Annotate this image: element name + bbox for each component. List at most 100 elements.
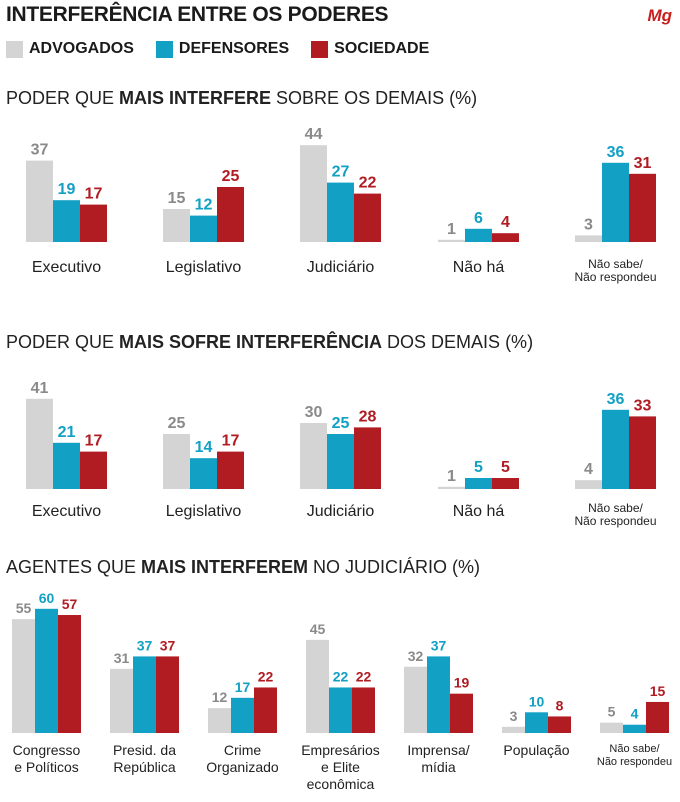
category-label-3-3: Crime Organizado <box>206 742 279 775</box>
value-label-advogados-3-3: 12 <box>212 689 228 705</box>
bar-chart-3: 55 60 57 Congresso e Políticos 31 37 37 Presid. … <box>12 590 672 792</box>
bar-defensores-2-3 <box>327 434 354 489</box>
legend-item-sociedade: SOCIEDADE <box>311 40 429 58</box>
value-label-advogados-1-5: 3 <box>584 216 593 233</box>
value-label-sociedade-3-6: 8 <box>556 697 564 713</box>
bar-advogados-3-1 <box>12 619 35 733</box>
category-label-3-6: População <box>503 742 569 758</box>
value-label-advogados-3-6: 3 <box>510 708 518 724</box>
value-label-defensores-3-1: 60 <box>39 590 55 606</box>
section-title-1: PODER QUE MAIS INTERFERE SOBRE OS DEMAIS… <box>6 88 478 108</box>
legend-item-defensores: DEFENSORES <box>155 40 289 58</box>
bar-defensores-1-5 <box>602 162 629 242</box>
value-label-defensores-1-4: 6 <box>474 210 483 227</box>
bar-sociedade-1-3 <box>354 193 381 242</box>
bar-advogados-1-4 <box>438 239 465 242</box>
value-label-advogados-2-3: 30 <box>305 404 323 421</box>
legend: ADVOGADOS DEFENSORES SOCIEDADE <box>6 40 429 58</box>
value-label-defensores-3-2: 37 <box>137 637 153 653</box>
value-label-advogados-2-2: 25 <box>168 415 186 432</box>
bar-sociedade-2-5 <box>629 416 656 489</box>
category-label-1-2: Legislativo <box>166 259 242 276</box>
bar-sociedade-3-5 <box>450 693 473 733</box>
bar-sociedade-3-4 <box>352 687 375 733</box>
bar-sociedade-3-1 <box>58 615 81 733</box>
category-label-3-1: Congresso e Políticos <box>13 742 81 775</box>
bar-sociedade-1-2 <box>217 187 244 242</box>
bar-defensores-1-2 <box>190 215 217 242</box>
bar-sociedade-3-2 <box>156 656 179 733</box>
category-label-3-4: Empresários e Elite econômica <box>301 742 380 792</box>
value-label-advogados-1-2: 15 <box>168 190 186 207</box>
bar-sociedade-1-4 <box>492 233 519 242</box>
value-label-sociedade-1-3: 22 <box>359 175 377 192</box>
value-label-sociedade-1-4: 4 <box>501 214 510 231</box>
category-label-1-4: Não há <box>453 259 505 276</box>
bar-advogados-3-5 <box>404 666 427 733</box>
value-label-advogados-3-4: 45 <box>310 621 326 637</box>
category-label-2-5: Não sabe/Não respondeu <box>574 501 656 528</box>
legend-label-sociedade: SOCIEDADE <box>334 40 430 57</box>
bar-defensores-3-1 <box>35 608 58 733</box>
section-title-3: AGENTES QUE MAIS INTERFEREM NO JUDICIÁRI… <box>6 557 481 577</box>
value-label-advogados-2-5: 4 <box>584 461 593 478</box>
value-label-sociedade-3-2: 37 <box>160 637 176 653</box>
value-label-sociedade-1-5: 31 <box>634 155 652 172</box>
value-label-advogados-1-4: 1 <box>447 221 456 238</box>
value-label-defensores-1-3: 27 <box>332 164 350 181</box>
category-label-3-7: Não sabe/Não respondeu <box>597 743 672 768</box>
bar-defensores-3-5 <box>427 656 450 733</box>
category-label-2-3: Judiciário <box>307 503 375 520</box>
bar-defensores-3-6 <box>525 712 548 733</box>
bar-defensores-2-5 <box>602 409 629 489</box>
value-label-defensores-3-6: 10 <box>529 693 545 709</box>
bar-advogados-3-2 <box>110 668 133 733</box>
value-label-advogados-3-1: 55 <box>16 600 32 616</box>
bar-advogados-2-1 <box>26 398 53 489</box>
value-label-defensores-2-2: 14 <box>195 439 213 456</box>
category-label-2-1: Executivo <box>32 503 101 520</box>
category-label-3-5: Imprensa/mídia <box>407 742 469 775</box>
bar-advogados-2-2 <box>163 434 190 489</box>
bar-defensores-1-4 <box>465 228 492 242</box>
value-label-sociedade-2-4: 5 <box>501 459 510 476</box>
category-label-2-4: Não há <box>453 503 505 520</box>
bar-defensores-2-2 <box>190 458 217 489</box>
category-label-1-5: Não sabe/Não respondeu <box>574 257 656 284</box>
bar-defensores-3-7 <box>623 724 646 733</box>
value-label-sociedade-2-1: 17 <box>85 433 103 450</box>
legend-swatch-advogados <box>6 40 23 58</box>
bar-sociedade-1-1 <box>80 204 107 242</box>
bar-sociedade-3-7 <box>646 701 669 733</box>
legend-item-advogados: ADVOGADOS <box>6 40 134 58</box>
bar-defensores-3-2 <box>133 656 156 733</box>
bar-advogados-1-2 <box>163 209 190 242</box>
bar-advogados-3-3 <box>208 708 231 733</box>
value-label-defensores-3-5: 37 <box>431 637 447 653</box>
value-label-defensores-2-4: 5 <box>474 459 483 476</box>
value-label-sociedade-1-1: 17 <box>85 186 103 203</box>
bar-advogados-1-3 <box>300 145 327 242</box>
bar-sociedade-2-2 <box>217 451 244 489</box>
legend-swatch-defensores <box>155 40 173 58</box>
bar-advogados-3-4 <box>306 639 329 733</box>
value-label-defensores-2-5: 36 <box>607 391 625 408</box>
legend-swatch-sociedade <box>311 40 329 58</box>
bar-defensores-2-4 <box>465 478 492 489</box>
value-label-defensores-1-5: 36 <box>607 144 625 161</box>
bar-defensores-3-4 <box>329 687 352 733</box>
value-label-advogados-3-2: 31 <box>114 650 130 666</box>
bar-advogados-2-4 <box>438 486 465 489</box>
bar-chart-1: 37 19 17 Executivo 15 12 25 Legislativo 44 27 22 Ju… <box>26 126 657 284</box>
value-label-defensores-2-1: 21 <box>58 424 76 441</box>
value-label-advogados-2-4: 1 <box>447 468 456 485</box>
bar-sociedade-1-5 <box>629 173 656 242</box>
value-label-sociedade-2-5: 33 <box>634 397 652 414</box>
category-label-1-3: Judiciário <box>307 259 375 276</box>
value-label-advogados-3-7: 5 <box>608 704 616 720</box>
bar-defensores-3-3 <box>231 697 254 733</box>
category-label-3-2: Presid. da República <box>113 742 176 775</box>
value-label-sociedade-3-7: 15 <box>650 683 666 699</box>
